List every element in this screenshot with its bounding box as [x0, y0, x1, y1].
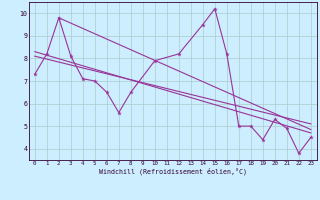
X-axis label: Windchill (Refroidissement éolien,°C): Windchill (Refroidissement éolien,°C): [99, 168, 247, 175]
